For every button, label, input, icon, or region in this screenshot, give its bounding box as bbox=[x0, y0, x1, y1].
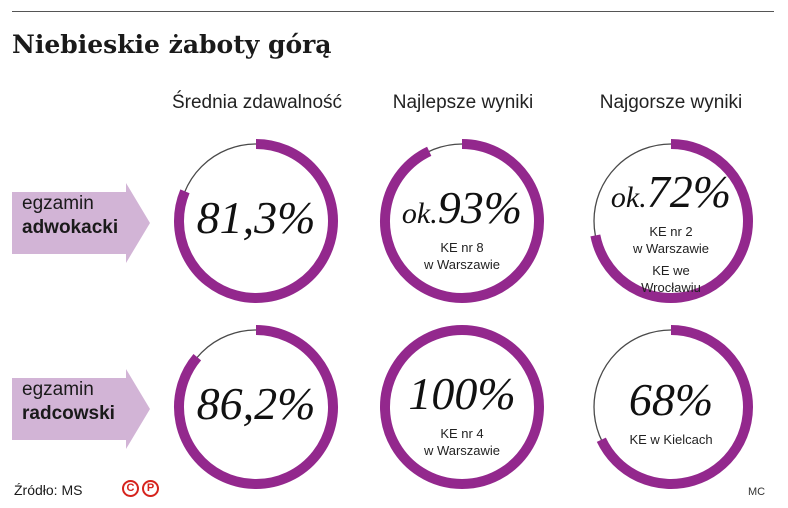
value-prefix: ok. bbox=[610, 180, 647, 214]
ring-arc bbox=[596, 325, 753, 489]
row-arrow-shape bbox=[12, 183, 150, 263]
ring-chart bbox=[174, 325, 338, 489]
value-sublabel-line: KE we bbox=[652, 262, 690, 278]
value-sublabel-line: w Warszawie bbox=[423, 257, 501, 272]
value-sublabel-line: KE w Kielcach bbox=[629, 431, 713, 447]
value-label: 81,3% bbox=[197, 193, 316, 249]
value-text: 72% bbox=[646, 165, 732, 217]
value-label: 68% bbox=[628, 373, 714, 431]
row-label-line1: egzamin bbox=[22, 193, 94, 214]
value-text: 93% bbox=[437, 182, 523, 233]
cell-radcowski-average: 86,2% bbox=[171, 322, 341, 492]
top-rule bbox=[12, 11, 774, 12]
value-text: 86,2% bbox=[196, 378, 316, 429]
column-header-worst: Najgorsze wyniki bbox=[599, 92, 743, 113]
cell-radcowski-worst: 68% KE w Kielcach bbox=[586, 322, 756, 492]
row-label-radcowski: egzamin radcowski bbox=[12, 369, 152, 449]
value-label: 100% bbox=[408, 369, 515, 425]
cell-adwokacki-best: ok.93% KE nr 8 w Warszawie bbox=[377, 136, 547, 306]
chart-title: Niebieskie żaboty górą bbox=[12, 30, 332, 59]
value-sublabel-line: Wrocławiu bbox=[641, 279, 701, 295]
ring-arc bbox=[380, 325, 544, 489]
ring-arc bbox=[590, 139, 753, 303]
row-label-adwokacki: egzamin adwokacki bbox=[12, 183, 152, 263]
ring-arc bbox=[174, 325, 338, 489]
value-prefix: ok. bbox=[401, 197, 438, 230]
row-label-line2: radcowski bbox=[22, 403, 115, 424]
column-header-best: Najlepsze wyniki bbox=[392, 92, 534, 113]
cell-radcowski-best: 100% KE nr 4 w Warszawie bbox=[377, 322, 547, 492]
value-label: ok.72% bbox=[610, 165, 732, 223]
value-sublabel-line: KE nr 4 bbox=[440, 426, 484, 441]
column-header-average: Średnia zdawalność bbox=[171, 92, 343, 113]
value-sublabel-line: KE nr 2 bbox=[649, 223, 693, 239]
value-label: ok.93% bbox=[402, 183, 522, 239]
ring-arc bbox=[174, 139, 338, 303]
value-text: 68% bbox=[628, 373, 714, 425]
value-label: 86,2% bbox=[197, 379, 316, 435]
value-text: 100% bbox=[408, 368, 516, 419]
value-sublabel-line: w Warszawie bbox=[423, 443, 501, 458]
copyright-p-icon: P bbox=[142, 480, 159, 497]
value-text: 81,3% bbox=[196, 192, 316, 243]
ring-chart bbox=[174, 139, 338, 303]
ring-chart bbox=[380, 325, 544, 489]
cell-adwokacki-worst: ok.72% KE nr 2 w Warszawie KE we Wrocław… bbox=[586, 136, 756, 306]
row-arrow-shape bbox=[12, 369, 150, 449]
copyright-badges: C P bbox=[122, 480, 159, 497]
row-label-line2: adwokacki bbox=[22, 217, 119, 238]
cell-adwokacki-average: 81,3% bbox=[171, 136, 341, 306]
ring-chart bbox=[380, 139, 544, 303]
author-credit: MC bbox=[748, 486, 766, 498]
row-label-line1: egzamin bbox=[22, 379, 94, 400]
ring-arc bbox=[380, 139, 544, 303]
value-sublabel-line: w Warszawie bbox=[632, 240, 710, 256]
source-note: Źródło: MS bbox=[14, 482, 83, 498]
ring-chart bbox=[590, 139, 753, 303]
copyright-c-icon: C bbox=[122, 480, 139, 497]
value-sublabel-line: KE nr 8 bbox=[440, 240, 484, 255]
ring-chart bbox=[593, 325, 753, 489]
